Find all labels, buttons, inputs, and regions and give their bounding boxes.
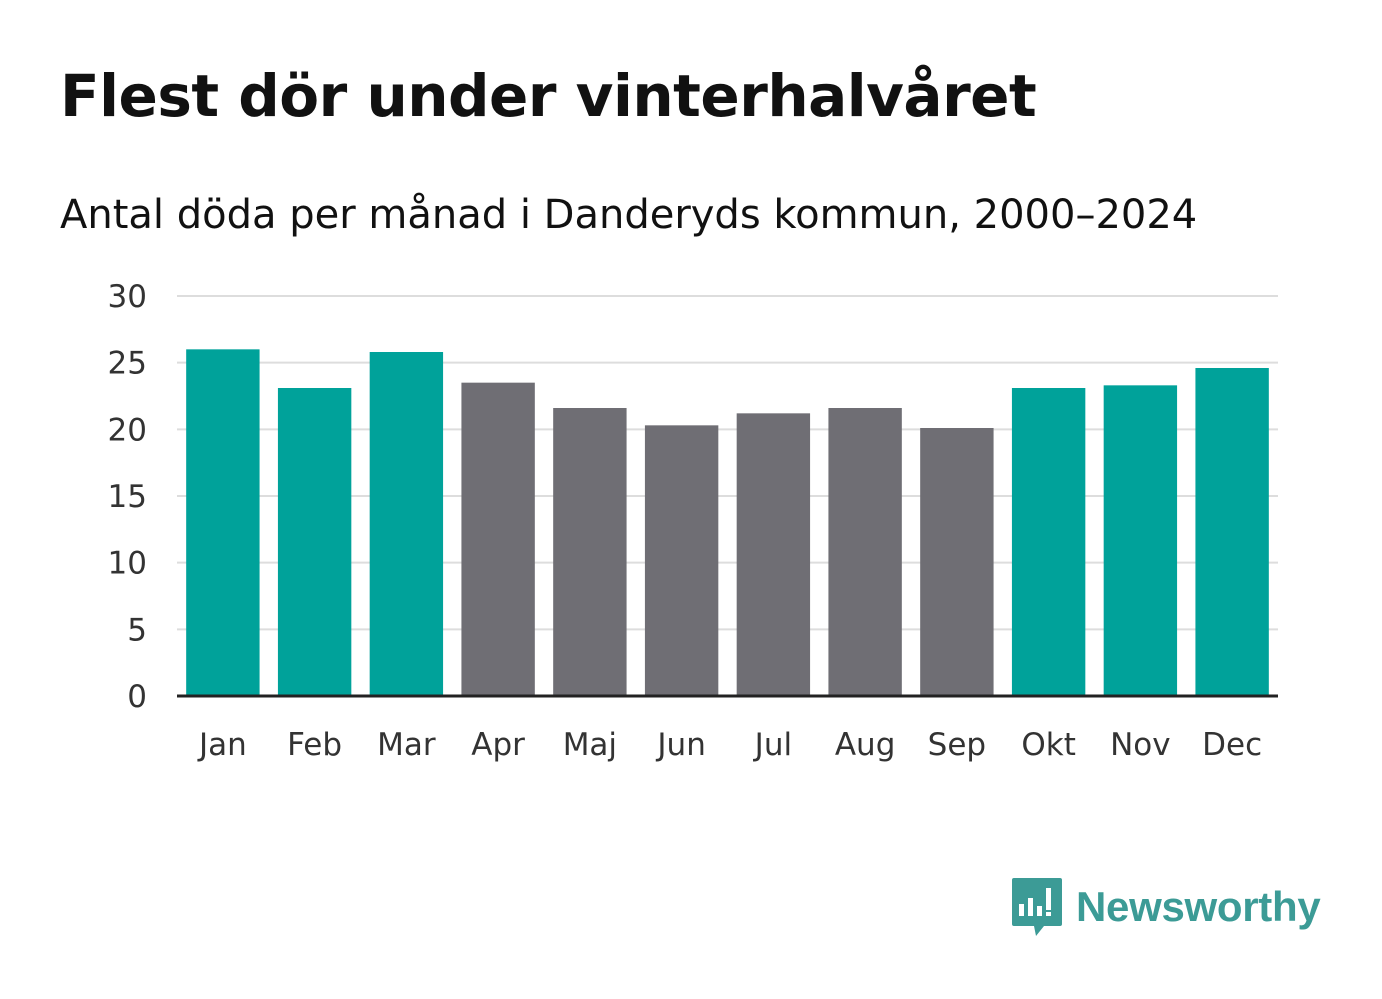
x-tick-label: Sep — [928, 727, 986, 763]
x-tick-label: Aug — [835, 727, 896, 763]
x-tick-label: Nov — [1110, 727, 1171, 763]
x-tick-label: Jul — [753, 727, 792, 763]
x-tick-label: Maj — [563, 727, 617, 763]
bar-jan — [186, 349, 260, 696]
bar-jun — [644, 425, 719, 696]
bar-apr — [461, 382, 535, 696]
y-tick-label: 30 — [108, 279, 147, 315]
x-tick-label: Jun — [655, 727, 705, 763]
logo-text: Newsworthy — [1076, 883, 1321, 930]
x-tick-label: Okt — [1021, 727, 1076, 763]
bars — [186, 349, 1269, 696]
y-tick-label: 5 — [127, 612, 147, 648]
x-tick-label: Mar — [377, 727, 436, 763]
x-tick-label: Apr — [471, 727, 525, 763]
y-tick-label: 0 — [127, 679, 147, 715]
gridlines — [177, 295, 1278, 631]
newsworthy-bar-chart-icon — [1012, 878, 1062, 936]
bar-nov — [1103, 385, 1178, 696]
x-tick-label: Feb — [287, 727, 342, 763]
bar-mar — [369, 352, 444, 696]
bar-maj — [553, 408, 627, 696]
y-tick-label: 20 — [108, 412, 147, 448]
bar-okt — [1011, 388, 1086, 696]
y-tick-label: 15 — [108, 479, 147, 515]
bar-aug — [828, 408, 902, 696]
y-tick-label: 25 — [108, 346, 147, 382]
bar-feb — [277, 388, 352, 696]
y-tick-label: 10 — [108, 546, 147, 582]
bar-dec — [1195, 368, 1269, 696]
x-tick-label: Jan — [197, 727, 247, 763]
bar-sep — [920, 428, 994, 696]
bar-jul — [736, 413, 811, 696]
x-tick-label: Dec — [1202, 727, 1262, 763]
axes: 0 5 10 15 20 25 30 Jan Feb Mar Apr Maj Jun Jul Aug Sep O… — [108, 279, 1278, 763]
chart-title: Flest dör under vinterhalvåret — [60, 62, 1037, 130]
chart-subtitle: Antal döda per månad i Danderyds kommun,… — [60, 192, 1198, 238]
newsworthy-logo: Newsworthy — [1010, 876, 1321, 938]
